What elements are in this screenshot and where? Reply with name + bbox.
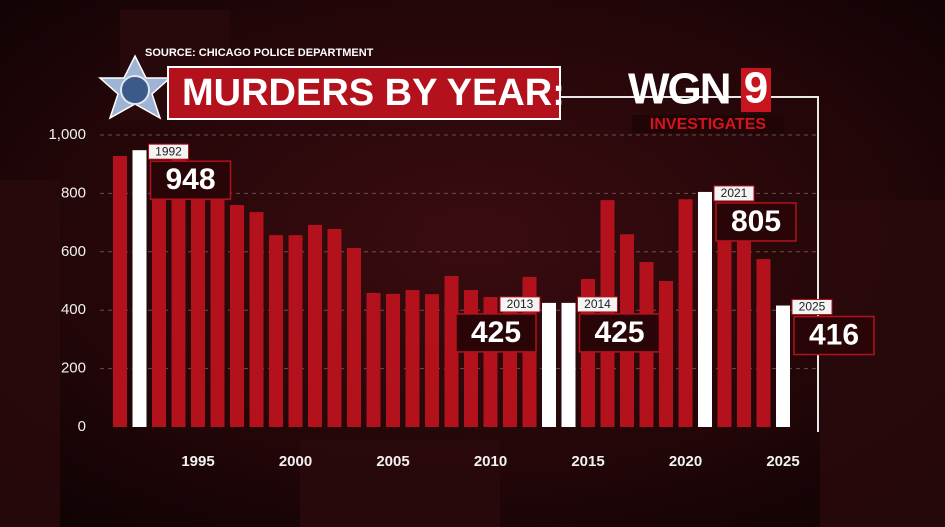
bar <box>347 248 361 427</box>
bar <box>288 235 303 427</box>
x-tick-label: 2025 <box>766 453 799 470</box>
value-label-box <box>455 313 537 353</box>
bar <box>132 150 147 427</box>
year-tag-box <box>499 296 541 313</box>
bar <box>659 281 673 427</box>
bar <box>405 290 420 427</box>
value-label: 948 <box>165 163 215 196</box>
bar <box>698 191 712 427</box>
x-tick-label: 2015 <box>571 453 604 470</box>
year-tag: 2014 <box>584 297 611 311</box>
value-label: 416 <box>809 318 859 351</box>
source: SOURCE: CHICAGO POLICE DEPARTMENT <box>145 47 374 59</box>
x-tick-label: 1995 <box>181 453 214 470</box>
x-tick-label: 2000 <box>279 453 312 470</box>
x-tick-label: 2020 <box>669 453 702 470</box>
year-tag: 2021 <box>721 186 748 200</box>
bar <box>269 235 283 427</box>
bar <box>542 302 556 427</box>
logo-tagline-box <box>632 115 784 133</box>
year-tag-box <box>148 143 189 160</box>
y-tick-label: 0 <box>78 418 86 435</box>
chart-title: MURDERS BY YEAR: <box>182 72 565 114</box>
bar <box>776 305 790 427</box>
bar <box>717 217 732 427</box>
y-tick-label: 200 <box>61 360 86 377</box>
y-tick-label: 400 <box>61 301 86 318</box>
year-tag-box <box>791 299 833 316</box>
bar <box>737 240 751 427</box>
skyline <box>0 10 945 527</box>
bar <box>210 193 225 427</box>
year-tag: 2025 <box>799 300 826 314</box>
bar <box>327 229 342 427</box>
y-tick-label: 1,000 <box>48 126 86 143</box>
year-tag: 1992 <box>155 144 182 158</box>
bar <box>561 302 576 427</box>
bar <box>249 212 264 427</box>
logo-channel: 9 <box>744 64 768 113</box>
x-tick-label: 2005 <box>376 453 409 470</box>
bar <box>171 155 186 427</box>
bar <box>113 156 127 428</box>
bar <box>464 290 478 427</box>
value-label-box <box>715 202 797 242</box>
year-tag-box <box>713 185 755 202</box>
bar <box>366 292 381 427</box>
value-label: 425 <box>594 316 644 349</box>
police-star <box>98 54 172 120</box>
value-label-box <box>578 313 661 353</box>
year-tag-box <box>577 296 618 313</box>
year-tag: 2013 <box>507 297 534 311</box>
value-label: 805 <box>731 205 781 238</box>
bar <box>230 205 244 427</box>
bar <box>756 259 771 427</box>
x-tick-label: 2010 <box>474 453 507 470</box>
logo-tagline: INVESTIGATES <box>650 116 766 133</box>
bar <box>425 294 439 427</box>
logo: WGN 9 INVESTIGATES <box>628 64 784 133</box>
bar <box>191 184 205 427</box>
bar <box>678 199 693 427</box>
value-label-box <box>149 160 232 200</box>
logo-name: WGN <box>628 65 730 114</box>
bar <box>308 224 322 427</box>
bar <box>386 293 400 427</box>
bar <box>152 177 166 427</box>
bar <box>444 276 459 427</box>
plot: 0 200 400 600 800 1,000 1995 2000 2005 2010 2015 20… <box>48 126 875 470</box>
y-tick-label: 800 <box>61 184 86 201</box>
value-label: 425 <box>471 316 521 349</box>
y-tick-label: 600 <box>61 243 86 260</box>
value-label-box <box>793 315 875 356</box>
title-banner <box>167 66 561 120</box>
logo-channel-box <box>741 68 771 112</box>
